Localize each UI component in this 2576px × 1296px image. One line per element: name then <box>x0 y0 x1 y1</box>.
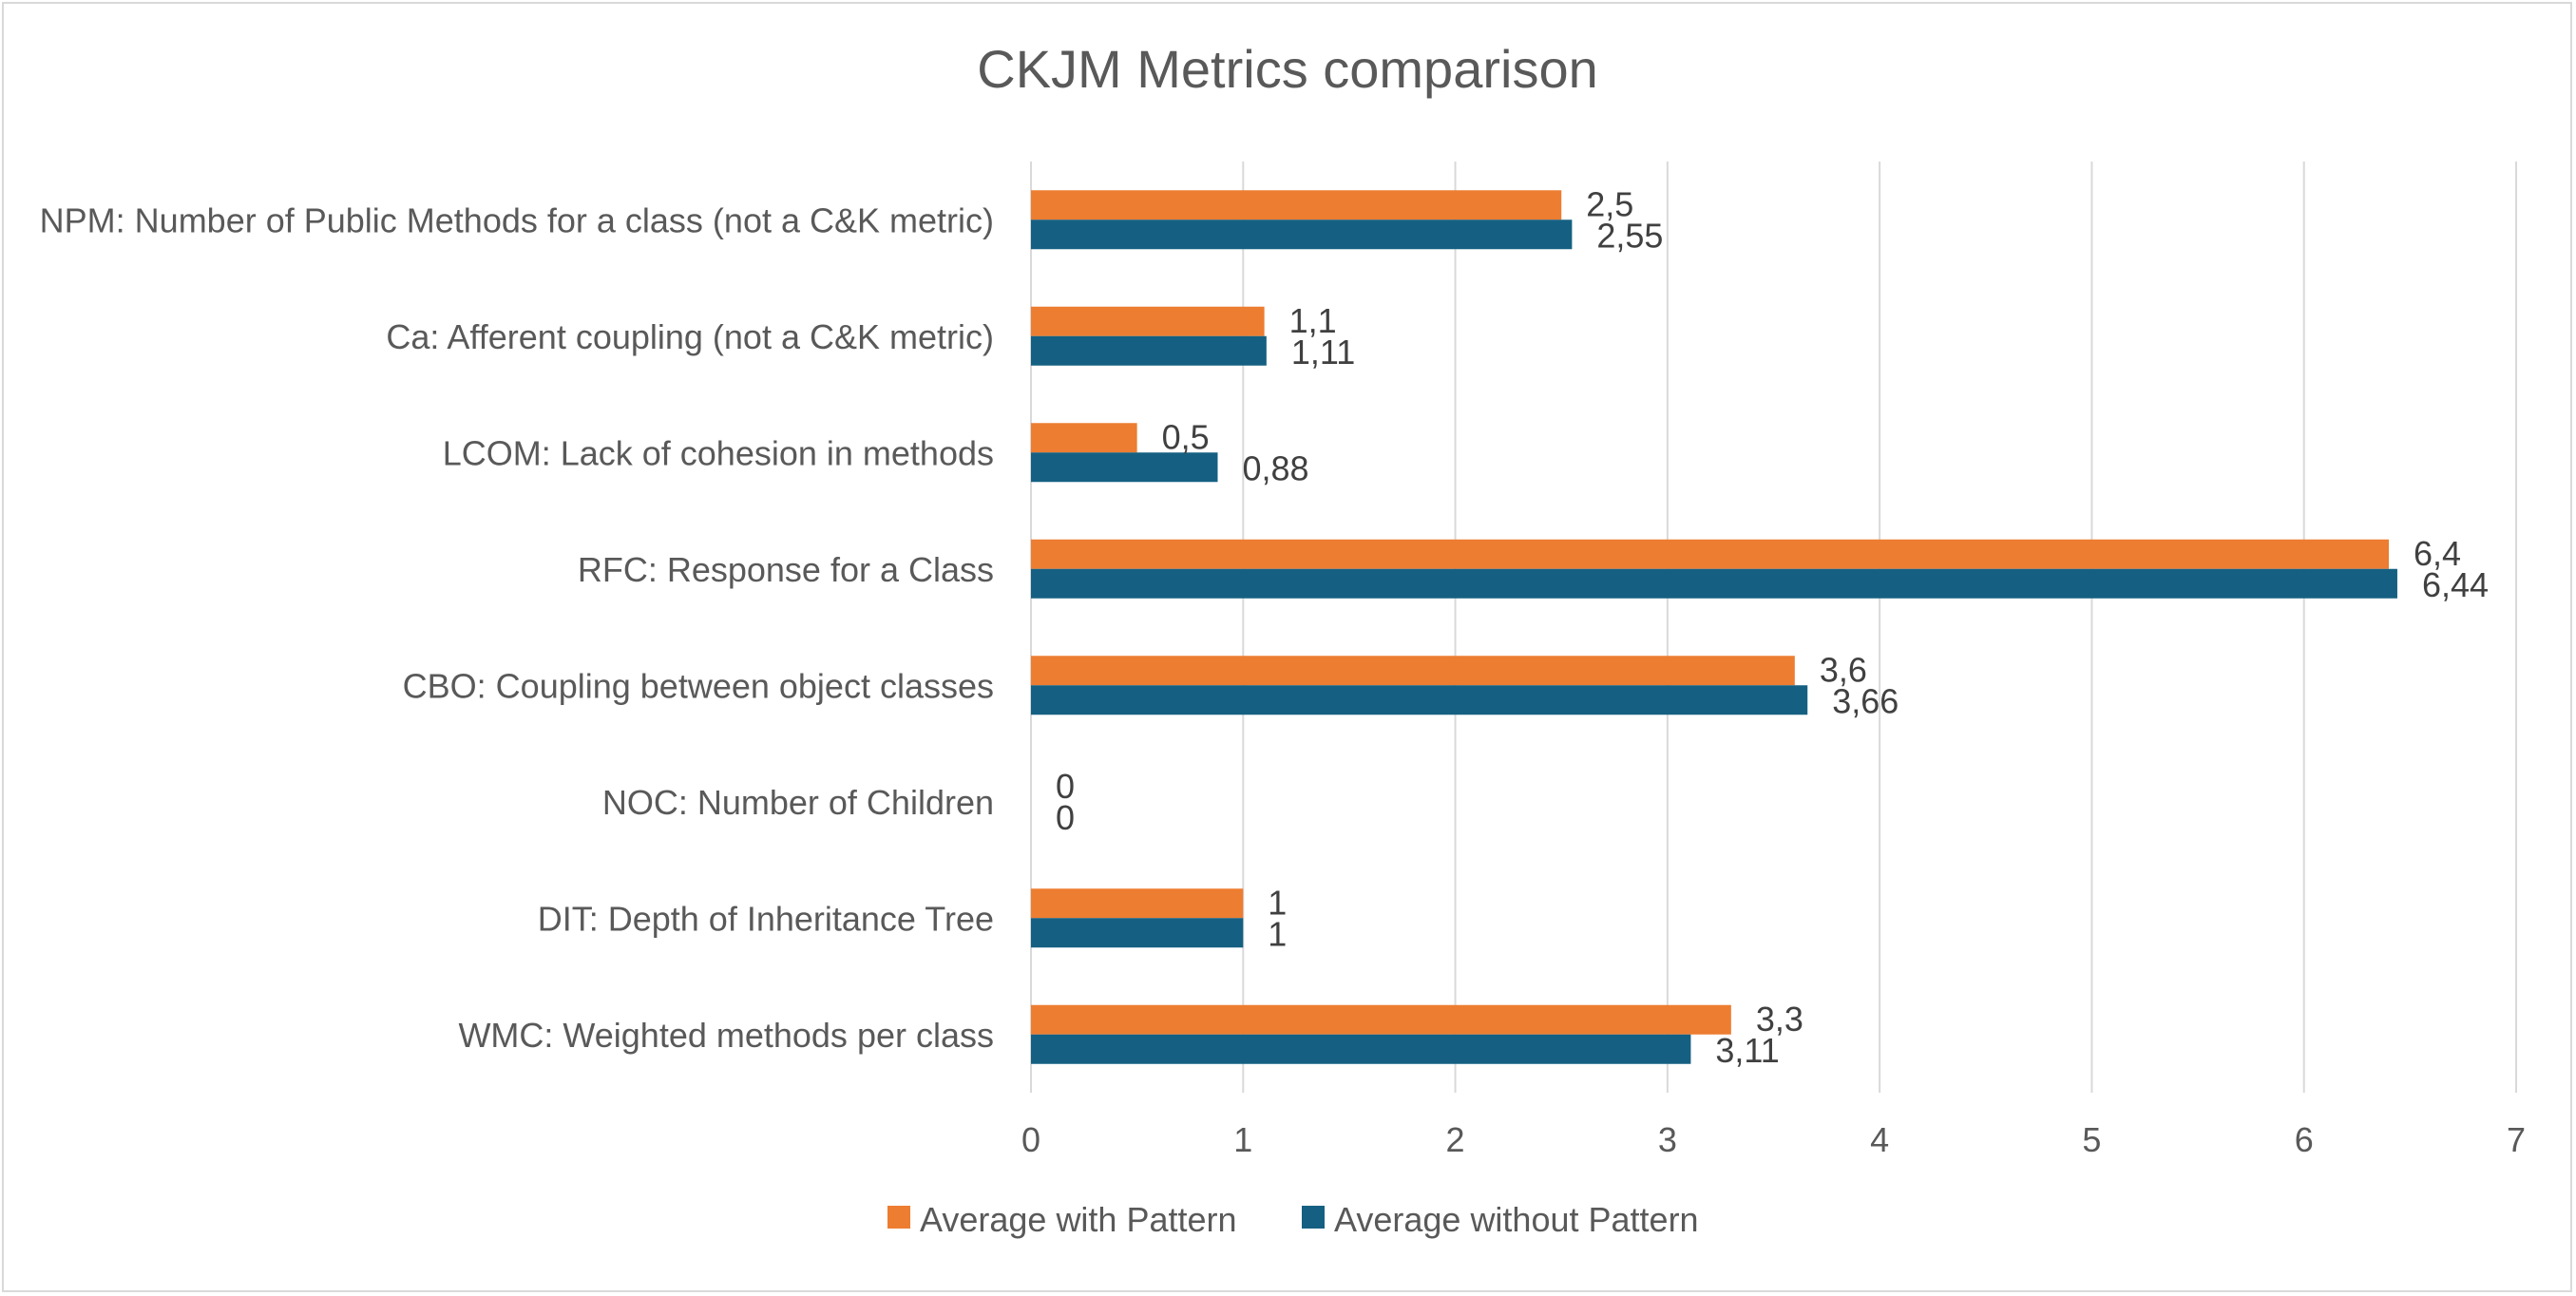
data-labels: 2,52,55 1,11,11 0,5 0,88 6,46,44 3,63,66 00 11 3… <box>1056 184 2489 1070</box>
x-tick-label: 5 <box>2082 1120 2101 1159</box>
data-label: 0,88 <box>1242 448 1308 487</box>
legend-swatch <box>1302 1206 1325 1229</box>
gridlines <box>1030 162 2517 1093</box>
data-label: 3,3 <box>1756 1000 1803 1039</box>
data-label: 0 <box>1056 767 1075 806</box>
data-label: 3,6 <box>1820 650 1867 689</box>
data-label: 1,1 <box>1289 301 1337 340</box>
bars <box>1031 190 2397 1064</box>
data-label: 0 <box>1056 798 1075 837</box>
category-label: DIT: Depth of Inheritance Tree <box>538 899 994 938</box>
category-label: CBO: Coupling between object classes <box>403 666 994 705</box>
bar <box>1031 918 1244 948</box>
x-tick-label: 3 <box>1658 1120 1677 1159</box>
bar <box>1031 539 2390 569</box>
data-label: 2,5 <box>1586 184 1633 223</box>
chart-title: CKJM Metrics comparison <box>977 39 1597 99</box>
legend-label: Average with Pattern <box>920 1200 1237 1239</box>
x-tick-label: 7 <box>2507 1120 2526 1159</box>
data-label: 1 <box>1268 883 1287 922</box>
legend: Average with Pattern Average without Patt… <box>887 1200 1699 1239</box>
bar <box>1031 335 1267 366</box>
x-tick-label: 6 <box>2295 1120 2314 1159</box>
category-label: Ca: Afferent coupling (not a C&K metric) <box>386 317 994 356</box>
data-label: 3,66 <box>1832 681 1899 720</box>
data-label: 1 <box>1268 914 1287 953</box>
category-label: RFC: Response for a Class <box>578 550 994 589</box>
data-label: 6,4 <box>2414 534 2461 573</box>
data-label: 2,55 <box>1596 216 1663 255</box>
bar <box>1031 888 1244 919</box>
x-tick-label: 4 <box>1870 1120 1889 1159</box>
category-label: NPM: Number of Public Methods for a clas… <box>40 200 994 239</box>
bar <box>1031 219 1573 250</box>
category-label: WMC: Weighted methods per class <box>458 1016 994 1055</box>
bar <box>1031 423 1137 453</box>
category-label: LCOM: Lack of cohesion in methods <box>443 433 994 472</box>
bar <box>1031 685 1808 715</box>
bar <box>1031 656 1795 686</box>
bar <box>1031 190 1562 220</box>
legend-label: Average without Pattern <box>1334 1200 1699 1239</box>
value-axis: 0 1 2 3 4 5 6 7 <box>1021 1120 2526 1159</box>
x-tick-label: 2 <box>1446 1120 1465 1159</box>
category-label: NOC: Number of Children <box>602 783 994 822</box>
x-tick-label: 1 <box>1233 1120 1252 1159</box>
bar <box>1031 568 2397 599</box>
legend-swatch <box>887 1206 910 1229</box>
bar <box>1031 452 1218 483</box>
bar <box>1031 1034 1691 1064</box>
data-label: 6,44 <box>2422 565 2489 604</box>
bar <box>1031 306 1265 336</box>
x-tick-label: 0 <box>1021 1120 1040 1159</box>
bar <box>1031 1004 1731 1035</box>
category-axis: NPM: Number of Public Methods for a clas… <box>40 200 994 1055</box>
data-label: 0,5 <box>1162 417 1210 456</box>
data-label: 1,11 <box>1291 333 1355 372</box>
data-label: 3,11 <box>1715 1031 1779 1070</box>
